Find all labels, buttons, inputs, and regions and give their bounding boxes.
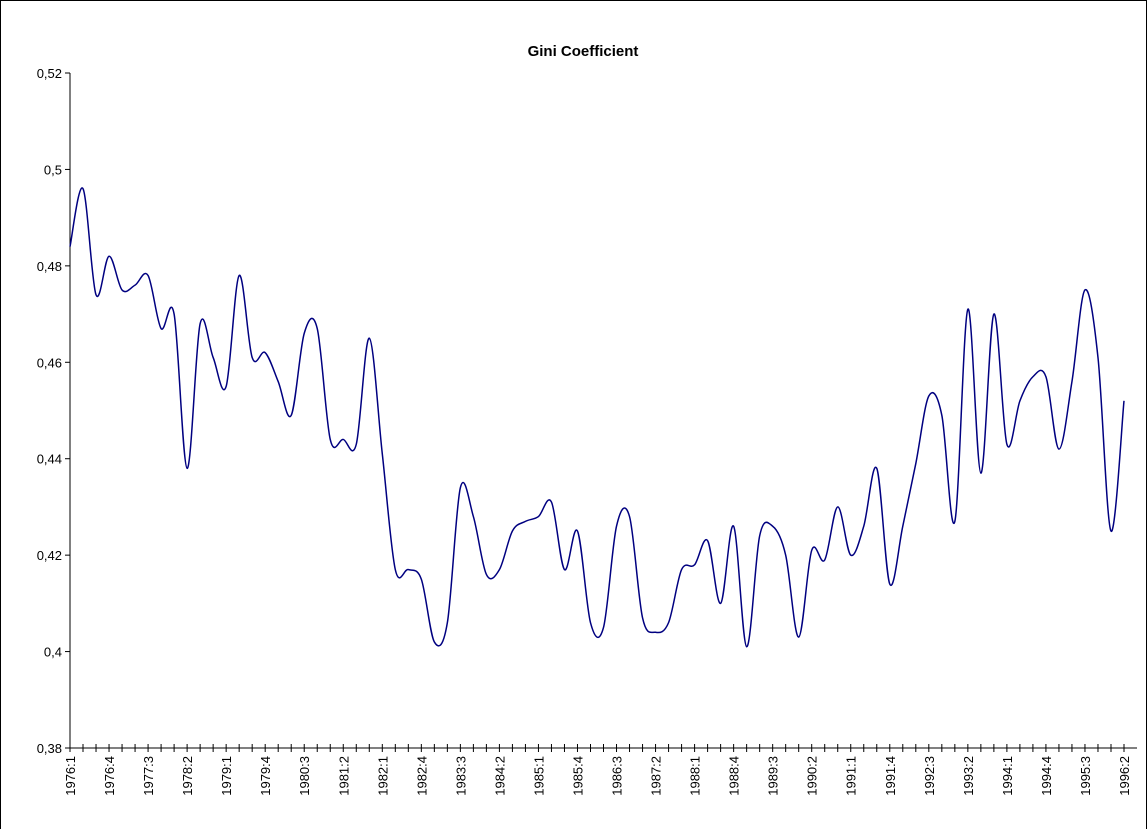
x-tick-label: 1988:1 xyxy=(688,756,703,796)
x-tick-label: 1995:3 xyxy=(1078,756,1093,796)
y-tick-label: 0,5 xyxy=(44,162,62,177)
y-tick-label: 0,52 xyxy=(37,66,62,81)
x-tick-label: 1988:4 xyxy=(727,756,742,796)
x-tick-label: 1989:3 xyxy=(766,756,781,796)
y-tick-label: 0,42 xyxy=(37,548,62,563)
x-tick-label: 1986:3 xyxy=(610,756,625,796)
x-tick-label: 1984:2 xyxy=(492,756,507,796)
x-tick-label: 1976:4 xyxy=(102,756,117,796)
x-tick-label: 1996:2 xyxy=(1117,756,1132,796)
x-tick-label: 1983:3 xyxy=(453,756,468,796)
x-tick-label: 1993:2 xyxy=(961,756,976,796)
y-tick-label: 0,48 xyxy=(37,259,62,274)
x-tick-label: 1982:1 xyxy=(375,756,390,796)
x-tick-label: 1994:1 xyxy=(1000,756,1015,796)
x-tick-label: 1990:2 xyxy=(805,756,820,796)
x-tick-label: 1992:3 xyxy=(922,756,937,796)
y-tick-label: 0,38 xyxy=(37,741,62,756)
x-tick-label: 1991:1 xyxy=(844,756,859,796)
x-tick-label: 1980:3 xyxy=(297,756,312,796)
data-line xyxy=(69,187,1125,648)
x-tick-label: 1991:4 xyxy=(883,756,898,796)
y-tick-label: 0,4 xyxy=(44,645,62,660)
x-tick-label: 1994:4 xyxy=(1039,756,1054,796)
x-tick-label: 1985:4 xyxy=(570,756,585,796)
x-tick-label: 1976:1 xyxy=(63,756,78,796)
chart-title: Gini Coefficient xyxy=(528,43,639,60)
x-tick-label: 1982:4 xyxy=(414,756,429,796)
x-tick-label: 1987:2 xyxy=(649,756,664,796)
y-tick-label: 0,46 xyxy=(37,355,62,370)
y-tick-label: 0,44 xyxy=(37,452,62,467)
x-tick-label: 1985:1 xyxy=(531,756,546,796)
x-tick-label: 1979:4 xyxy=(258,756,273,796)
x-tick-label: 1979:1 xyxy=(219,756,234,796)
x-tick-label: 1977:3 xyxy=(141,756,156,796)
x-tick-label: 1978:2 xyxy=(180,756,195,796)
x-tick-label: 1981:2 xyxy=(336,756,351,796)
